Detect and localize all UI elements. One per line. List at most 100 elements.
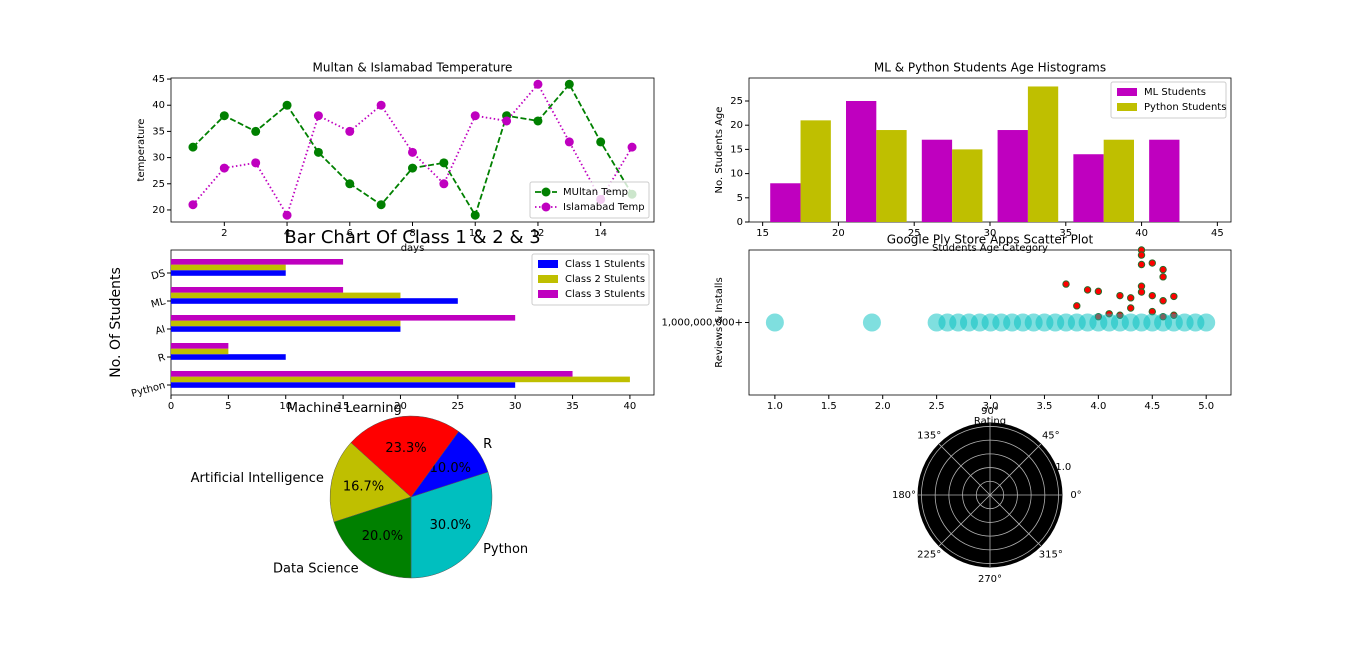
chart-title: Multan & Islamabad Temperature <box>313 61 513 75</box>
chart-title: ML & Python Students Age Histograms <box>874 61 1106 75</box>
x-tick-label: 15 <box>337 401 350 412</box>
theta-tick-label: 90° <box>981 406 999 417</box>
bar <box>171 320 401 327</box>
bar <box>1027 86 1059 223</box>
slice-value: 16.7% <box>343 479 384 494</box>
x-tick-label: 45 <box>1211 228 1224 239</box>
point <box>1137 288 1146 296</box>
x-tick-label: 30 <box>509 401 522 412</box>
x-tick-label: 20 <box>394 401 407 412</box>
theta-tick-label: 180° <box>892 490 916 501</box>
bar <box>876 130 907 222</box>
slice-label: Artificial Intelligence <box>191 471 324 486</box>
point <box>282 100 292 110</box>
pie-slice <box>410 471 493 579</box>
y-tick-label: ML <box>150 296 167 310</box>
point <box>1062 280 1070 288</box>
x-axis-label: Students Age Category <box>932 243 1048 254</box>
point <box>439 158 449 168</box>
legend-label: Class 2 Stulents <box>565 274 645 285</box>
point <box>1116 291 1124 300</box>
theta-grid <box>989 494 1042 547</box>
bar <box>171 348 229 355</box>
legend-label: MUltan Temp <box>563 187 628 198</box>
bar <box>171 270 286 276</box>
point <box>862 313 881 332</box>
point <box>470 210 480 220</box>
legend-patch <box>538 275 558 283</box>
point <box>313 111 323 121</box>
bar <box>171 287 344 293</box>
x-tick-label: 12 <box>532 228 545 239</box>
point <box>1159 265 1167 274</box>
y-tick-label: 30 <box>152 153 165 164</box>
r-tick-label: 0.6 <box>1030 472 1046 483</box>
point <box>251 158 261 168</box>
legend <box>529 181 650 219</box>
point <box>219 111 229 121</box>
legend-marker <box>541 202 551 212</box>
theta-tick-label: 225° <box>917 549 941 560</box>
point <box>1148 291 1156 300</box>
bar <box>921 139 953 222</box>
point <box>1159 273 1167 281</box>
x-tick-label: 2.0 <box>875 401 891 412</box>
x-tick-label: 2 <box>221 228 227 239</box>
y-tick-label: 25 <box>152 179 165 190</box>
bar <box>171 371 573 377</box>
x-tick-label: 5.0 <box>1198 401 1214 412</box>
bar <box>171 343 229 349</box>
point <box>470 111 480 121</box>
slice-label: Data Science <box>273 562 359 577</box>
theta-tick-label: 135° <box>917 431 941 442</box>
y-tick-label: AI <box>154 324 166 337</box>
point <box>1159 297 1167 305</box>
theta-tick-label: 0° <box>1070 490 1081 501</box>
x-tick-label: 3.5 <box>1037 401 1053 412</box>
point <box>1094 287 1103 296</box>
x-tick-label: 10 <box>279 401 292 412</box>
x-axis-label: Rating <box>974 416 1006 427</box>
legend-label: Class 1 Stulents <box>565 259 645 270</box>
y-axis-label: No. Students Age <box>714 107 725 194</box>
x-tick-label: 35 <box>566 401 579 412</box>
point <box>1137 260 1146 269</box>
point <box>564 79 574 89</box>
point <box>765 313 784 332</box>
legend-patch <box>538 290 558 298</box>
slice-value: 10.0% <box>430 461 471 476</box>
slice-value: 23.3% <box>385 441 426 456</box>
x-tick-label: 14 <box>594 228 607 239</box>
legend-label: Islamabad Temp <box>563 202 645 213</box>
bar <box>846 100 877 222</box>
point <box>345 126 355 136</box>
bar <box>171 315 516 321</box>
point <box>376 100 386 110</box>
point <box>596 137 606 147</box>
pie-slice <box>333 496 412 579</box>
point <box>1073 302 1081 310</box>
pie-slice <box>329 442 412 523</box>
legend-patch <box>1117 88 1137 96</box>
y-tick-label: 10 <box>730 169 743 180</box>
bar <box>997 130 1028 222</box>
slice-label: R <box>483 437 492 452</box>
bar <box>800 120 831 222</box>
y-tick-label: 20 <box>730 120 743 131</box>
bar <box>1103 139 1134 222</box>
y-axis-label: temperature <box>136 119 147 182</box>
chart-title: Google Ply Store Apps Scatter Plot <box>887 233 1094 247</box>
bar <box>171 326 401 332</box>
bar <box>171 354 286 360</box>
bar <box>171 292 401 299</box>
r-tick-label: 0.2 <box>1005 483 1021 494</box>
legend <box>531 253 650 306</box>
point <box>1148 259 1156 267</box>
y-tick-label: R <box>157 352 167 364</box>
point <box>1083 286 1092 294</box>
y-tick-label: 40 <box>152 100 165 111</box>
x-tick-label: 25 <box>908 228 921 239</box>
legend-label: ML Students <box>1144 87 1206 98</box>
